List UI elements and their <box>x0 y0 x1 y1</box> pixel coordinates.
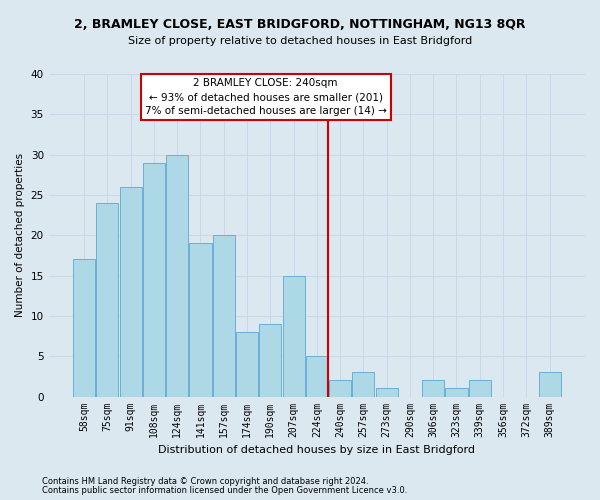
Bar <box>119 187 142 396</box>
Bar <box>329 380 351 396</box>
Bar <box>259 324 281 396</box>
Bar <box>445 388 467 396</box>
Bar <box>539 372 560 396</box>
Bar <box>143 162 165 396</box>
Text: Contains HM Land Registry data © Crown copyright and database right 2024.: Contains HM Land Registry data © Crown c… <box>42 477 368 486</box>
Text: Contains public sector information licensed under the Open Government Licence v3: Contains public sector information licen… <box>42 486 407 495</box>
Text: 2, BRAMLEY CLOSE, EAST BRIDGFORD, NOTTINGHAM, NG13 8QR: 2, BRAMLEY CLOSE, EAST BRIDGFORD, NOTTIN… <box>74 18 526 30</box>
Text: Size of property relative to detached houses in East Bridgford: Size of property relative to detached ho… <box>128 36 472 46</box>
Y-axis label: Number of detached properties: Number of detached properties <box>15 153 25 318</box>
Bar <box>306 356 328 397</box>
Bar <box>469 380 491 396</box>
Bar <box>352 372 374 396</box>
X-axis label: Distribution of detached houses by size in East Bridgford: Distribution of detached houses by size … <box>158 445 475 455</box>
Bar <box>212 236 235 396</box>
Bar <box>283 276 305 396</box>
Bar <box>73 260 95 396</box>
Bar <box>236 332 258 396</box>
Bar <box>166 154 188 396</box>
Bar <box>422 380 444 396</box>
Text: 2 BRAMLEY CLOSE: 240sqm
← 93% of detached houses are smaller (201)
7% of semi-de: 2 BRAMLEY CLOSE: 240sqm ← 93% of detache… <box>145 78 386 116</box>
Bar <box>97 203 118 396</box>
Bar <box>190 244 212 396</box>
Bar <box>376 388 398 396</box>
